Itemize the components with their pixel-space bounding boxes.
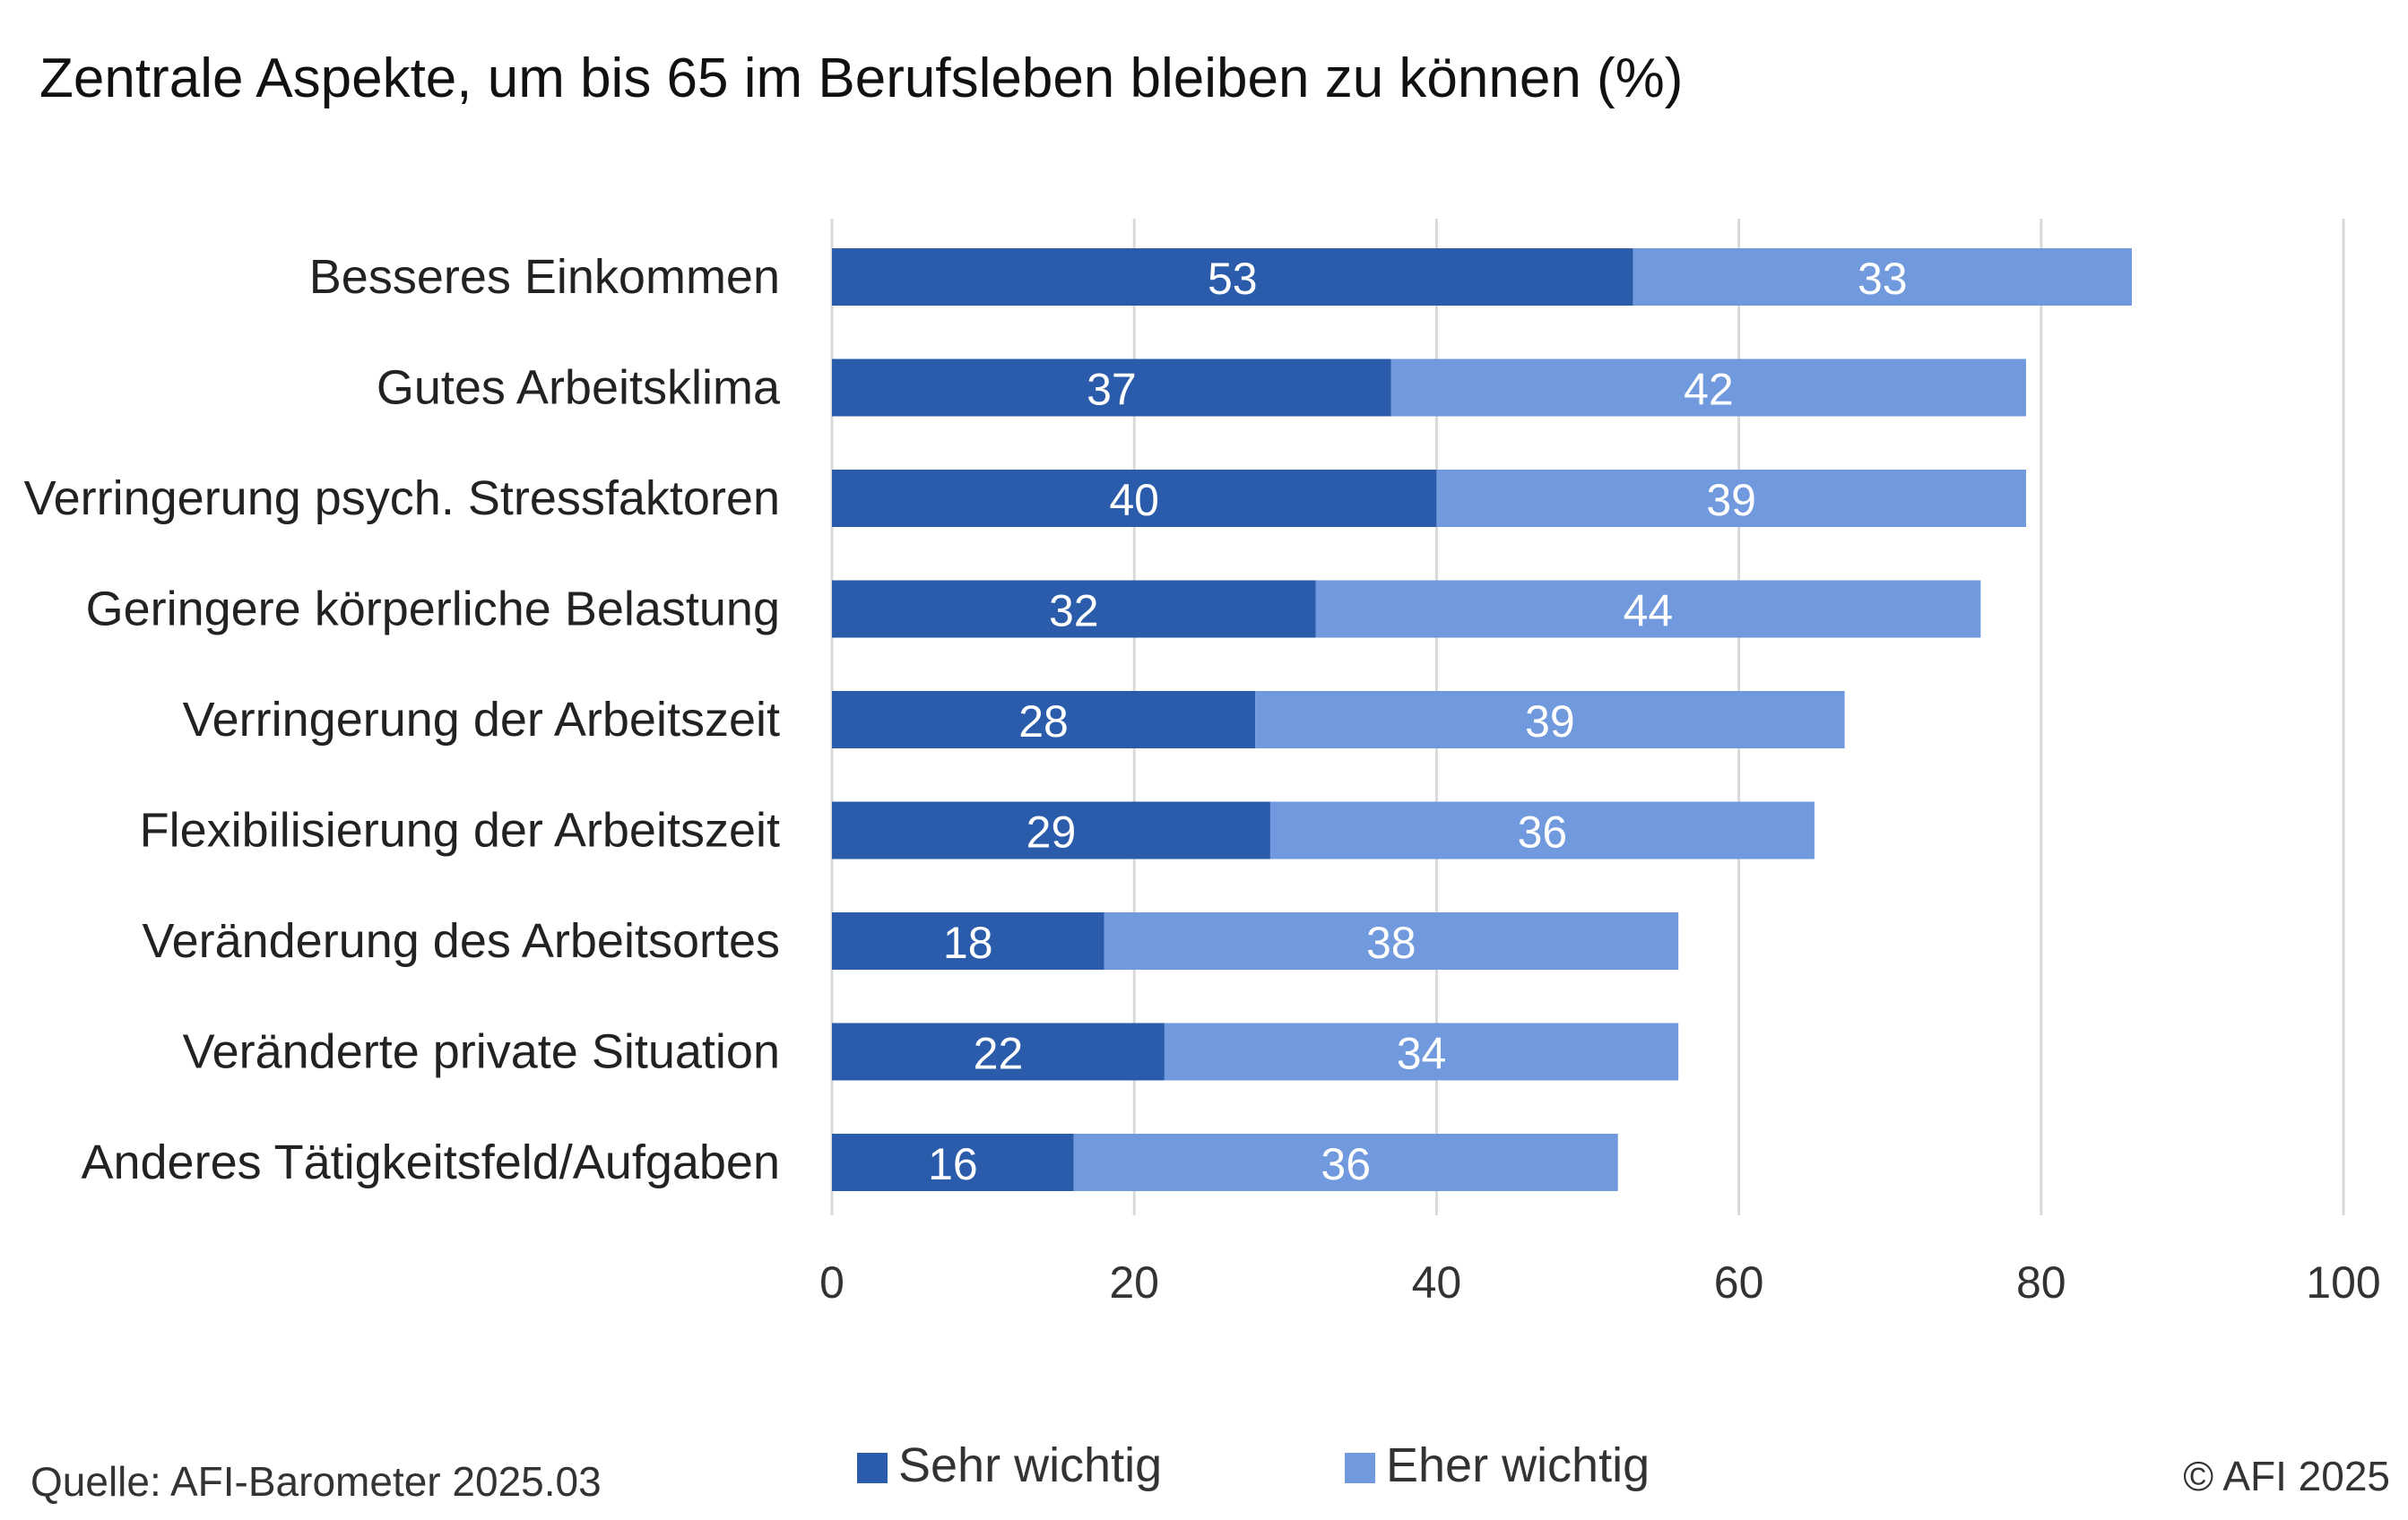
bar-eher-wichtig-besseres-einkommen bbox=[1633, 248, 2132, 306]
category-label-veränderung-des-arbeitsortes: Veränderung des Arbeitsortes bbox=[143, 914, 780, 968]
data-label-sehr-wichtig-verringerung-der-arbeitszeit: 28 bbox=[1018, 696, 1069, 747]
bar-sehr-wichtig-besseres-einkommen bbox=[832, 248, 1633, 306]
category-label-verringerung-psych-stressfaktoren: Verringerung psych. Stressfaktoren bbox=[24, 471, 780, 525]
category-label-gutes-arbeitsklima: Gutes Arbeitsklima bbox=[377, 361, 781, 415]
bar-sehr-wichtig-veränderte-private-situation bbox=[832, 1023, 1165, 1081]
x-tick-label-60: 60 bbox=[1714, 1257, 1764, 1308]
category-label-veränderte-private-situation: Veränderte private Situation bbox=[183, 1025, 780, 1079]
legend-item-eher-wichtig: Eher wichtig bbox=[1345, 1438, 1650, 1493]
chart-title: Zentrale Aspekte, um bis 65 im Berufsleb… bbox=[39, 48, 1684, 109]
x-tick-label-80: 80 bbox=[2016, 1257, 2066, 1308]
x-tick-label-40: 40 bbox=[1412, 1257, 1462, 1308]
data-label-sehr-wichtig-veränderte-private-situation: 22 bbox=[974, 1029, 1024, 1079]
category-label-geringere-körperliche-belastung: Geringere körperliche Belastung bbox=[86, 583, 780, 636]
data-label-eher-wichtig-gutes-arbeitsklima: 42 bbox=[1684, 365, 1734, 415]
data-label-sehr-wichtig-besseres-einkommen: 53 bbox=[1208, 254, 1258, 304]
data-label-eher-wichtig-verringerung-psych-stressfaktoren: 39 bbox=[1706, 475, 1756, 525]
legend-swatch-sehr-wichtig bbox=[857, 1453, 888, 1483]
data-label-eher-wichtig-veränderung-des-arbeitsortes: 38 bbox=[1366, 918, 1416, 968]
category-label-verringerung-der-arbeitszeit: Verringerung der Arbeitszeit bbox=[183, 693, 780, 747]
data-label-eher-wichtig-veränderte-private-situation: 34 bbox=[1397, 1029, 1447, 1079]
bar-eher-wichtig-verringerung-der-arbeitszeit bbox=[1255, 691, 1845, 748]
source-note: Quelle: AFI-Barometer 2025.03 bbox=[30, 1458, 602, 1505]
legend-label-sehr-wichtig: Sehr wichtig bbox=[898, 1438, 1163, 1492]
legend-item-sehr-wichtig: Sehr wichtig bbox=[857, 1438, 1162, 1493]
bar-sehr-wichtig-geringere-körperliche-belastung bbox=[832, 580, 1316, 638]
bar-eher-wichtig-flexibilisierung-der-arbeitszeit bbox=[1269, 801, 1815, 859]
category-label-besseres-einkommen: Besseres Einkommen bbox=[309, 250, 780, 304]
bar-sehr-wichtig-anderes-tätigkeitsfeld-aufgaben bbox=[832, 1134, 1074, 1191]
bar-sehr-wichtig-verringerung-psych-stressfaktoren bbox=[832, 470, 1437, 527]
bar-eher-wichtig-veränderung-des-arbeitsortes bbox=[1104, 912, 1679, 970]
x-tick-label-0: 0 bbox=[819, 1257, 845, 1308]
bar-eher-wichtig-veränderte-private-situation bbox=[1164, 1023, 1679, 1081]
bar-sehr-wichtig-verringerung-der-arbeitszeit bbox=[832, 691, 1256, 748]
data-label-eher-wichtig-verringerung-der-arbeitszeit: 39 bbox=[1525, 696, 1575, 747]
bar-sehr-wichtig-gutes-arbeitsklima bbox=[832, 358, 1391, 417]
data-label-sehr-wichtig-anderes-tätigkeitsfeld-aufgaben: 16 bbox=[928, 1139, 978, 1189]
x-tick-label-100: 100 bbox=[2306, 1257, 2380, 1308]
bar-eher-wichtig-verringerung-psych-stressfaktoren bbox=[1436, 470, 2026, 527]
category-label-flexibilisierung-der-arbeitszeit: Flexibilisierung der Arbeitszeit bbox=[140, 804, 780, 858]
copyright-note: © AFI 2025 bbox=[2183, 1453, 2390, 1499]
data-label-sehr-wichtig-geringere-körperliche-belastung: 32 bbox=[1049, 586, 1099, 636]
legend-swatch-eher-wichtig bbox=[1345, 1453, 1375, 1483]
data-label-sehr-wichtig-verringerung-psych-stressfaktoren: 40 bbox=[1109, 475, 1159, 525]
legend-label-eher-wichtig: Eher wichtig bbox=[1386, 1438, 1650, 1492]
bar-sehr-wichtig-veränderung-des-arbeitsortes bbox=[832, 912, 1104, 970]
data-label-sehr-wichtig-veränderung-des-arbeitsortes: 18 bbox=[943, 918, 993, 968]
category-label-anderes-tätigkeitsfeld-aufgaben: Anderes Tätigkeitsfeld/Aufgaben bbox=[81, 1136, 780, 1189]
data-label-sehr-wichtig-gutes-arbeitsklima: 37 bbox=[1087, 365, 1137, 415]
bar-eher-wichtig-geringere-körperliche-belastung bbox=[1315, 580, 1981, 638]
data-label-eher-wichtig-anderes-tätigkeitsfeld-aufgaben: 36 bbox=[1321, 1139, 1371, 1189]
data-label-eher-wichtig-besseres-einkommen: 33 bbox=[1858, 254, 1908, 304]
data-label-sehr-wichtig-flexibilisierung-der-arbeitszeit: 29 bbox=[1026, 808, 1077, 858]
data-label-eher-wichtig-geringere-körperliche-belastung: 44 bbox=[1624, 586, 1674, 636]
bar-eher-wichtig-anderes-tätigkeitsfeld-aufgaben bbox=[1073, 1134, 1618, 1191]
bar-eher-wichtig-gutes-arbeitsklima bbox=[1390, 358, 2026, 417]
bar-sehr-wichtig-flexibilisierung-der-arbeitszeit bbox=[832, 801, 1270, 859]
data-label-eher-wichtig-flexibilisierung-der-arbeitszeit: 36 bbox=[1518, 808, 1568, 858]
x-tick-label-20: 20 bbox=[1109, 1257, 1159, 1308]
